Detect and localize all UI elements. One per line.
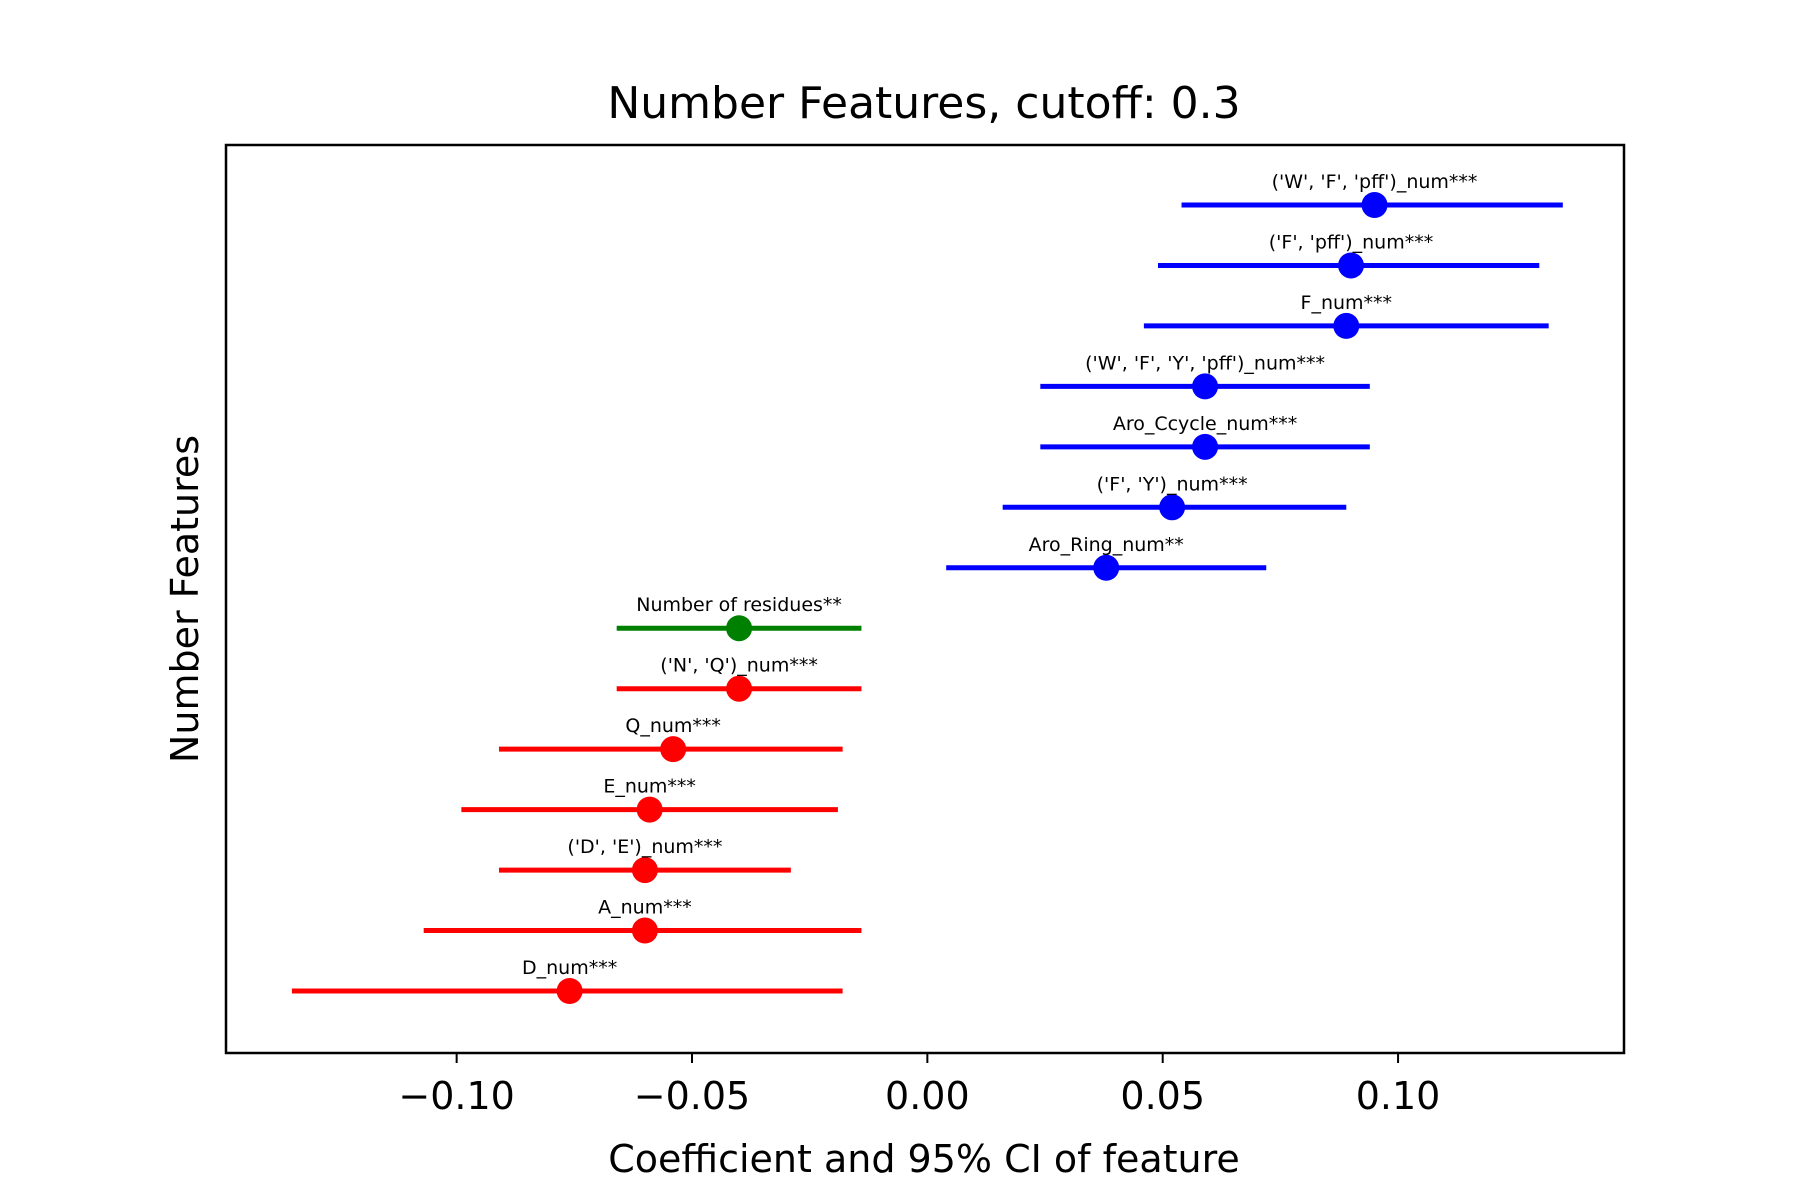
coef-point [1337,252,1364,279]
plot-frame [224,143,1626,1055]
coef-point [1192,373,1219,400]
feature-label: Aro_Ring_num** [1029,534,1184,556]
x-axis-ticks: −0.10 −0.05 0.00 0.05 0.10 [398,1053,1440,1118]
feature-label: ('W', 'F', 'pff')_num*** [1272,171,1478,193]
coef-point [1093,554,1120,581]
coef-point [726,615,753,642]
coef-point [660,736,687,763]
feature-label: Number of residues** [636,594,842,616]
feature-label: ('N', 'Q')_num*** [660,655,818,677]
coef-point [556,978,583,1004]
feature-label: ('W', 'F', 'Y', 'pff')_num*** [1085,352,1325,374]
feature-label: ('F', 'Y')_num*** [1097,473,1248,495]
coef-point [631,857,658,884]
coef-point [1192,433,1219,460]
x-tick-label: 0.10 [1356,1074,1441,1118]
plot-marks: ('W', 'F', 'pff')_num*** ('F', 'pff')_num… [291,171,1563,1004]
x-axis-label: Coefficient and 95% CI of feature [608,1137,1240,1181]
coef-point [1159,494,1186,521]
feature-label: D_num*** [522,957,617,979]
coef-point [1361,192,1388,218]
coef-point [1333,312,1360,339]
chart-title: Number Features, cutoff: 0.3 [607,78,1240,129]
x-tick-label: 0.00 [885,1074,970,1118]
x-tick-label: −0.05 [634,1074,750,1118]
feature-label: F_num*** [1301,292,1393,314]
feature-label: Aro_Ccycle_num*** [1113,413,1297,435]
feature-label: Q_num*** [625,715,721,737]
x-tick-label: −0.10 [398,1074,514,1118]
feature-label: ('F', 'pff')_num*** [1269,231,1433,253]
coef-point [631,917,658,944]
coef-point [726,675,753,702]
coef-point [636,796,663,823]
feature-label: ('D', 'E')_num*** [567,836,722,858]
y-axis-label: Number Features [163,435,207,763]
x-tick-label: 0.05 [1120,1074,1205,1118]
feature-label: A_num*** [598,897,692,919]
feature-label: E_num*** [603,776,696,798]
